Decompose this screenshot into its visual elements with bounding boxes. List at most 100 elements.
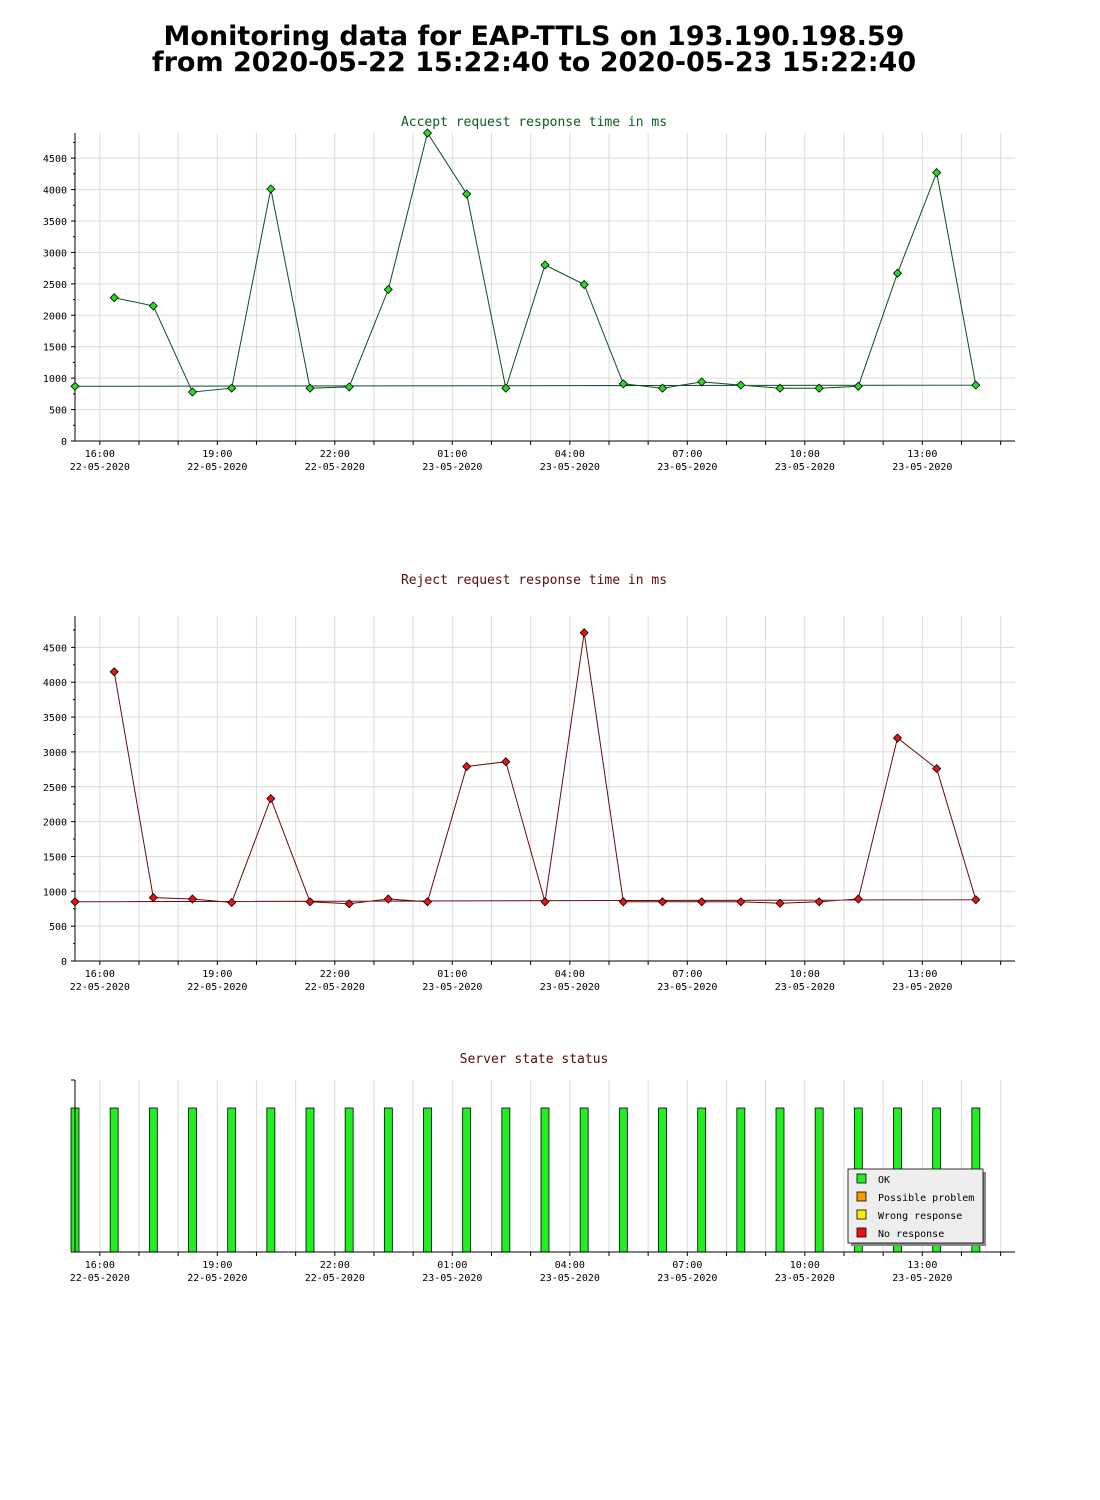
x-tick-label-date: 23-05-2020 <box>775 982 835 993</box>
data-point <box>775 898 785 908</box>
data-point <box>501 383 511 393</box>
y-tick-label: 3500 <box>43 713 67 724</box>
legend-label: Possible problem <box>878 1193 974 1204</box>
status-bar <box>775 1107 785 1253</box>
data-point <box>657 383 668 393</box>
x-tick-label-time: 07:00 <box>672 449 702 460</box>
data-point <box>971 895 981 905</box>
x-tick-label-date: 23-05-2020 <box>657 982 717 993</box>
x-tick-label-time: 01:00 <box>437 969 467 980</box>
x-tick-label-time: 13:00 <box>907 449 937 460</box>
chart-title: Server state status <box>460 1052 609 1067</box>
data-point <box>266 184 276 194</box>
y-tick-label: 0 <box>61 437 67 448</box>
legend: OK Possible problem Wrong response No respo… <box>847 1168 986 1246</box>
x-tick-label-time: 04:00 <box>555 969 585 980</box>
x-tick-label-date: 23-05-2020 <box>540 462 600 473</box>
legend-swatch <box>856 1227 867 1238</box>
data-point <box>462 761 472 772</box>
x-tick-label-time: 19:00 <box>202 1260 232 1271</box>
x-tick-label-date: 23-05-2020 <box>892 1273 952 1284</box>
status-bar <box>814 1107 824 1253</box>
y-tick-label: 2000 <box>43 311 67 322</box>
data-point <box>462 189 472 199</box>
chart-title: Accept request response time in ms <box>401 115 667 130</box>
data-point <box>227 383 237 393</box>
y-tick-label: 4500 <box>43 643 67 654</box>
accept-response-chart: Accept request response time in ms 0 500 10… <box>43 115 1015 473</box>
data-point <box>344 382 354 392</box>
status-bar <box>618 1107 628 1253</box>
data-point <box>697 897 707 907</box>
x-tick-label-date: 22-05-2020 <box>305 462 365 473</box>
x-tick-label-time: 01:00 <box>437 449 467 460</box>
data-point <box>932 764 942 774</box>
x-tick-label-date: 23-05-2020 <box>892 462 952 473</box>
x-tick-label-time: 19:00 <box>202 449 232 460</box>
x-tick-label-time: 10:00 <box>790 1260 820 1271</box>
y-tick-label: 2000 <box>43 818 67 829</box>
status-bar <box>266 1107 276 1253</box>
x-tick-label-time: 22:00 <box>320 969 350 980</box>
x-tick-label-time: 13:00 <box>907 1260 937 1271</box>
x-tick-label-time: 16:00 <box>85 1260 115 1271</box>
y-tick-label: 500 <box>49 406 67 417</box>
x-tick-label-date: 23-05-2020 <box>657 462 717 473</box>
data-point <box>892 733 903 743</box>
status-bar <box>305 1107 315 1253</box>
status-bar <box>423 1107 432 1253</box>
x-tick-label-time: 01:00 <box>437 1260 467 1271</box>
x-tick-label-date: 22-05-2020 <box>187 462 247 473</box>
x-tick-label-time: 16:00 <box>85 969 115 980</box>
y-tick-label: 500 <box>49 922 67 933</box>
y-tick-label: 2500 <box>43 280 67 291</box>
data-point <box>383 284 393 295</box>
data-point <box>422 897 433 907</box>
y-tick-label: 1500 <box>43 343 67 354</box>
x-tick-label-date: 23-05-2020 <box>657 1273 717 1284</box>
status-bar <box>462 1107 472 1253</box>
legend-swatch <box>856 1209 867 1220</box>
legend-swatch <box>856 1173 867 1184</box>
x-tick-label-date: 22-05-2020 <box>70 982 130 993</box>
data-point <box>736 897 746 907</box>
data-point <box>971 380 981 390</box>
x-tick-label-time: 04:00 <box>555 1260 585 1271</box>
reject-response-chart: Reject request response time in ms 0 500 10… <box>43 573 1015 993</box>
status-bar <box>501 1107 511 1253</box>
x-tick-label-time: 22:00 <box>320 1260 350 1271</box>
y-tick-label: 3000 <box>43 248 67 259</box>
legend-swatch <box>856 1191 867 1202</box>
x-tick-label-time: 07:00 <box>672 969 702 980</box>
data-point <box>775 383 785 393</box>
data-point <box>657 897 668 907</box>
data-point <box>383 894 393 904</box>
data-point <box>109 293 119 303</box>
x-tick-label-date: 23-05-2020 <box>540 1273 600 1284</box>
x-tick-label-date: 23-05-2020 <box>422 982 482 993</box>
legend-label: OK <box>878 1175 890 1186</box>
y-tick-label: 0 <box>61 957 67 968</box>
data-point <box>70 897 80 907</box>
y-tick-label: 4000 <box>43 678 67 689</box>
chart-title: Reject request response time in ms <box>401 573 667 588</box>
page-title: Monitoring data for EAP-TTLS on 193.190.… <box>0 21 1068 76</box>
status-bar <box>736 1107 746 1253</box>
status-bar <box>540 1107 550 1253</box>
status-bar <box>658 1107 667 1253</box>
data-point <box>853 381 863 391</box>
status-bar <box>579 1107 589 1253</box>
x-tick-label-time: 16:00 <box>85 449 115 460</box>
x-tick-label-time: 04:00 <box>555 449 585 460</box>
y-tick-label: 4500 <box>43 154 67 165</box>
data-point <box>814 383 824 393</box>
y-tick-label: 4000 <box>43 186 67 197</box>
y-tick-label: 1000 <box>43 887 67 898</box>
x-tick-label-time: 07:00 <box>672 1260 702 1271</box>
data-point <box>148 893 158 903</box>
data-point <box>736 380 746 390</box>
status-bar <box>383 1107 393 1253</box>
y-tick-label: 2500 <box>43 783 67 794</box>
page-title-line-1: Monitoring data for EAP-TTLS on 193.190.… <box>163 21 905 52</box>
